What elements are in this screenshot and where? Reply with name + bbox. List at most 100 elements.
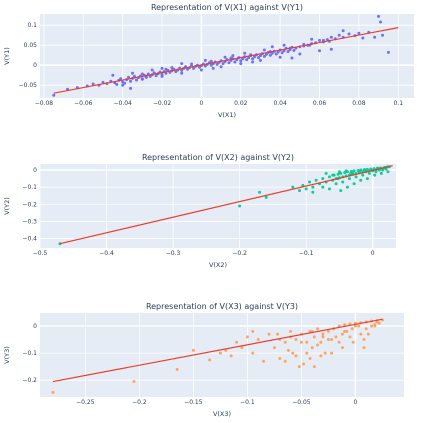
data-point [241,57,245,61]
data-point [256,56,260,60]
data-point [359,332,363,336]
data-point [180,62,184,66]
data-point [245,335,249,339]
x-tick-label: −0.1 [240,399,255,406]
data-point [278,55,282,59]
data-point [243,51,247,55]
data-point [292,48,296,52]
data-point [286,50,290,54]
data-point [373,324,377,328]
data-point [132,380,136,384]
data-point [291,351,295,355]
x-tick-label: 0 [199,100,203,107]
data-point [316,327,320,331]
data-point [354,175,358,179]
data-point [239,59,243,63]
data-point [134,78,138,82]
data-point [298,52,302,56]
data-point [348,322,352,326]
data-point [362,168,366,172]
data-point [349,171,353,175]
data-point [253,55,257,59]
data-point [282,43,286,47]
x-axis-label: V(X3) [213,410,231,418]
fit-line [52,318,383,383]
data-point [127,75,131,79]
data-point [330,338,334,342]
x-tick-label: −0.25 [76,399,95,406]
fit-line [53,27,399,94]
data-point [240,346,244,350]
data-point [350,327,354,331]
data-point [272,346,276,350]
data-point [251,329,255,333]
data-point [239,62,243,66]
x-tick-label: 0 [371,250,375,257]
x-tick-label: −0.08 [35,100,54,107]
data-point [367,171,371,175]
data-point [340,332,344,336]
data-point [218,351,222,355]
data-point [160,66,164,70]
data-point [251,351,255,355]
x-tick-label: 0.08 [352,100,366,107]
data-point [51,390,55,394]
chart-panel-3: −0.25 −0.2 −0.15 −0.1 −0.05 0 −0.2 −0.1 0 Represe… [3,302,404,418]
data-point [330,351,334,355]
y-tick-label: −0.4 [22,236,37,243]
data-point [221,62,225,66]
x-tick-label: 0.06 [313,100,327,107]
data-point [312,365,316,369]
data-point [316,343,320,347]
data-point [364,327,368,331]
y-tick-label: −0.1 [22,184,37,191]
data-point [379,20,383,24]
data-point [326,329,330,333]
data-point [340,346,344,350]
data-point [357,324,361,328]
data-point [381,33,385,37]
y-axis-label: V(Y3) [3,346,11,364]
data-point [345,185,349,189]
data-point [324,171,328,175]
data-point [215,62,219,66]
data-point [377,321,381,325]
x-tick-label: −0.04 [113,100,132,107]
data-point [357,170,361,174]
x-tick-label: −0.3 [166,250,181,257]
data-point [373,173,377,177]
data-point [129,86,133,90]
data-point [314,178,318,182]
data-point [209,59,213,63]
data-point [223,55,227,59]
data-point [180,71,184,75]
data-point [231,54,235,58]
data-point [298,189,302,193]
y-tick-label: −0.3 [22,218,37,225]
x-tick-label: 0.1 [393,100,403,107]
data-point [154,74,158,78]
fit-line [59,165,393,245]
data-point [278,357,282,361]
data-point [370,324,374,328]
data-point [238,204,242,208]
data-point [343,329,347,333]
data-point [334,182,338,186]
data-point [341,29,345,33]
x-axis-label: V(X1) [218,111,236,119]
data-point [119,77,123,81]
data-point [352,169,356,173]
data-point [312,335,316,339]
data-point [307,180,311,184]
data-point [319,354,323,358]
data-point [131,71,135,75]
y-tick-label: 0 [33,62,37,69]
y-tick-label: 0 [33,167,37,174]
data-point [140,72,144,76]
data-point [310,346,314,350]
data-point [264,195,268,199]
data-point [235,340,239,344]
data-point [374,170,378,174]
data-point [331,173,335,177]
